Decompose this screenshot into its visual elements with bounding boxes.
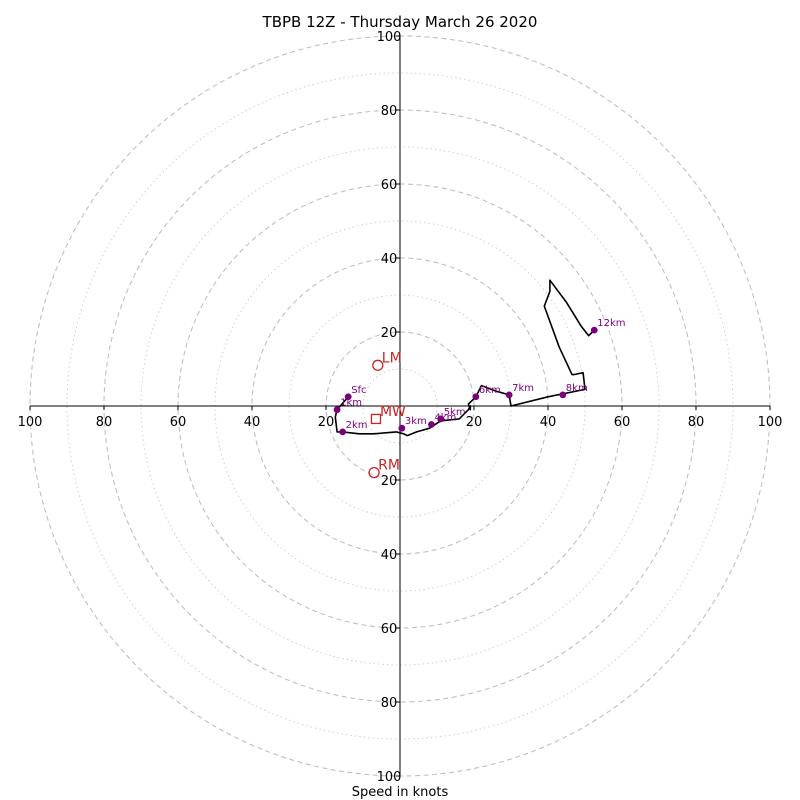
height-marker-label: 8km	[566, 383, 588, 394]
storm-motion-marker	[372, 359, 384, 371]
height-marker-label: 5km	[444, 407, 466, 418]
x-tick-label: 20	[466, 415, 483, 430]
y-tick-label: 40	[381, 252, 398, 267]
x-tick-label: 100	[18, 415, 43, 430]
y-tick-label: 100	[377, 770, 402, 785]
height-marker-label: 12km	[597, 318, 625, 329]
height-marker-point	[590, 326, 598, 334]
storm-motion-label: RM	[378, 458, 400, 474]
height-marker-point	[333, 406, 341, 414]
storm-motion-label: LM	[382, 350, 402, 366]
height-marker-point	[344, 393, 352, 401]
x-tick-label: 80	[688, 415, 705, 430]
y-tick-label: 60	[381, 622, 398, 637]
chart-title: TBPB 12Z - Thursday March 26 2020	[262, 13, 538, 31]
height-marker-label: 1km	[340, 398, 362, 409]
height-marker-point	[559, 391, 567, 399]
x-tick-label: 100	[758, 415, 783, 430]
axes: 100 80 60 40 20 20 40 60 80 100 100 80 60 40 20 20 40 60 8…	[18, 30, 783, 785]
wind-trace-line	[334, 279, 595, 437]
height-marker-point	[437, 415, 445, 423]
x-tick-label: 40	[540, 415, 557, 430]
height-marker-label: 6km	[479, 385, 501, 396]
y-tick-label: 40	[381, 548, 398, 563]
x-tick-label: 80	[96, 415, 113, 430]
y-tick-label: 20	[381, 474, 398, 489]
y-tick-label: 80	[381, 104, 398, 119]
height-marker-label: 4km	[434, 413, 456, 424]
storm-motion-label: MW	[380, 404, 406, 420]
y-tick-label: 80	[381, 696, 398, 711]
x-tick-label: 40	[244, 415, 261, 430]
y-tick-label: 20	[381, 326, 398, 341]
height-marker-label: 2km	[346, 420, 368, 431]
storm-motion-markers: LM RM MW	[368, 350, 406, 479]
x-tick-label: 60	[614, 415, 631, 430]
x-axis-label: Speed in knots	[352, 785, 449, 800]
height-marker-point	[339, 428, 347, 436]
x-tick-label: 60	[170, 415, 187, 430]
wind-trace-series	[334, 279, 595, 437]
height-marker-point	[505, 391, 513, 399]
height-marker-label: 3km	[405, 416, 427, 427]
height-marker-label: 7km	[512, 383, 534, 394]
x-tick-label: 20	[318, 415, 335, 430]
height-marker-label: Sfc	[351, 385, 366, 396]
storm-motion-marker	[370, 413, 382, 425]
height-marker-point	[428, 421, 435, 428]
y-tick-label: 100	[377, 30, 402, 45]
height-marker-point	[398, 424, 406, 432]
height-marker-point	[472, 393, 480, 401]
y-tick-label: 60	[381, 178, 398, 193]
storm-motion-marker	[368, 466, 380, 479]
